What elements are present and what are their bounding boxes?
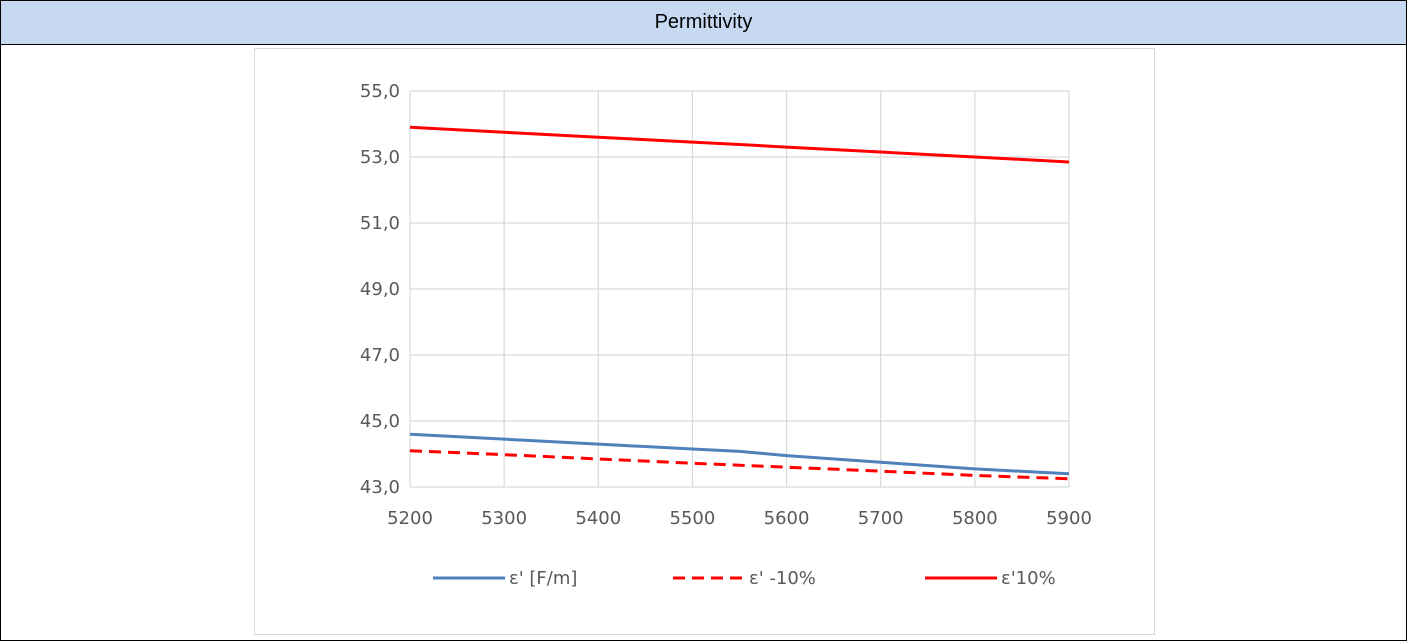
legend-label-1: ε' -10% bbox=[749, 568, 816, 589]
chart-area: 43,0 45,0 47,0 49,0 51,0 53,0 55,0 5200 5300 5400… bbox=[254, 48, 1155, 635]
series-line-2 bbox=[409, 125, 1070, 164]
legend-label-0: ε' [F/m] bbox=[509, 568, 577, 589]
series-line-0 bbox=[409, 432, 1070, 476]
line-chart: 43,0 45,0 47,0 49,0 51,0 53,0 55,0 5200 5300 5400… bbox=[360, 81, 1092, 589]
series-line-1 bbox=[409, 449, 1070, 481]
x-tick-label: 5300 bbox=[481, 508, 527, 529]
x-tick-label: 5800 bbox=[952, 508, 998, 529]
y-tick-label: 45,0 bbox=[360, 411, 400, 432]
x-tick-label: 5900 bbox=[1046, 508, 1092, 529]
y-tick-label: 51,0 bbox=[360, 213, 400, 234]
x-tick-label: 5200 bbox=[387, 508, 433, 529]
table-header: Permittivity bbox=[1, 1, 1406, 45]
y-tick-label: 49,0 bbox=[360, 279, 400, 300]
legend-label-2: ε'10% bbox=[1001, 568, 1056, 589]
y-tick-label: 55,0 bbox=[360, 81, 400, 102]
y-tick-label: 43,0 bbox=[360, 477, 400, 498]
y-tick-label: 47,0 bbox=[360, 345, 400, 366]
x-tick-label: 5600 bbox=[764, 508, 810, 529]
x-tick-label: 5500 bbox=[670, 508, 716, 529]
y-tick-label: 53,0 bbox=[360, 147, 400, 168]
table-title: Permittivity bbox=[654, 11, 753, 33]
x-tick-label: 5400 bbox=[575, 508, 621, 529]
x-tick-label: 5700 bbox=[858, 508, 904, 529]
